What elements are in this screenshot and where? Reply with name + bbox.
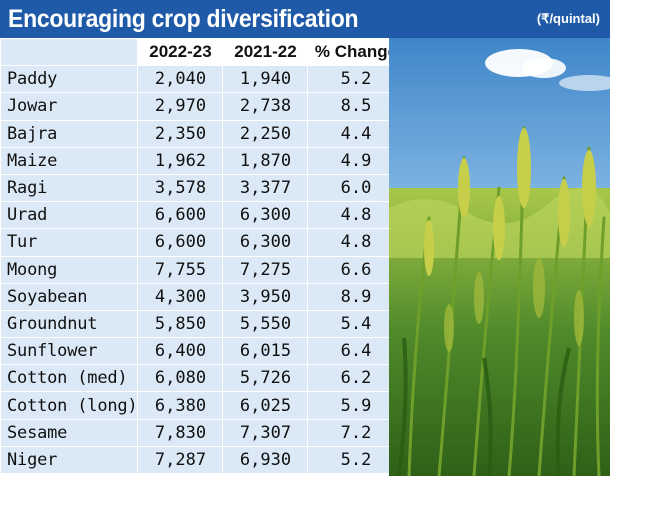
value-2022-23-cell: 1,962: [137, 146, 224, 175]
table-row-bajra: Bajra 2,350 2,250 4.4: [0, 119, 405, 148]
value-2022-23-cell: 4,300: [137, 282, 224, 311]
title-banner: Encouraging crop diversification (₹/quin…: [0, 0, 610, 38]
percent-change-cell: 6.6: [307, 255, 405, 284]
table-row-jowar: Jowar 2,970 2,738 8.5: [0, 92, 405, 121]
value-2021-22-cell: 3,377: [222, 173, 309, 203]
table-row-paddy: Paddy 2,040 1,940 5.2: [0, 65, 405, 94]
crop-price-table: 2022-23 2021-22 % Change Paddy 2,040 1,940…: [0, 37, 405, 475]
crop-name-cell: Moong: [0, 255, 139, 284]
table-row-groundnut: Groundnut 5,850 5,550 5.4: [0, 309, 405, 339]
value-2021-22-cell: 1,940: [222, 65, 309, 94]
percent-change-cell: 4.4: [307, 119, 405, 148]
crop-name-cell: Paddy: [0, 65, 139, 94]
percent-change-cell: 4.9: [307, 146, 405, 175]
percent-change-cell: 8.9: [307, 282, 405, 311]
percent-change-cell: 4.8: [307, 201, 405, 230]
value-2022-23-cell: 2,350: [137, 119, 224, 148]
crop-name-cell: Soyabean: [0, 282, 139, 311]
value-2021-22-cell: 7,275: [222, 255, 309, 284]
table-row-urad: Urad 6,600 6,300 4.8: [0, 201, 405, 230]
value-2022-23-cell: 3,578: [137, 173, 224, 203]
chart-title: Encouraging crop diversification: [8, 5, 359, 33]
percent-change-cell: 5.4: [307, 309, 405, 339]
value-2022-23-cell: 6,400: [137, 337, 224, 366]
value-2021-22-cell: 7,307: [222, 418, 309, 447]
crop-name-cell: Jowar: [0, 92, 139, 121]
table-row-cotton-long: Cotton (long) 6,380 6,025 5.9: [0, 391, 405, 420]
table-row-ragi: Ragi 3,578 3,377 6.0: [0, 173, 405, 203]
crop-name-cell: Maize: [0, 146, 139, 175]
value-2022-23-cell: 2,040: [137, 65, 224, 94]
value-2021-22-cell: 6,300: [222, 228, 309, 257]
crop-name-cell: Sesame: [0, 418, 139, 447]
percent-change-cell: 5.9: [307, 391, 405, 420]
value-2022-23-cell: 6,380: [137, 391, 224, 420]
table-row-moong: Moong 7,755 7,275 6.6: [0, 255, 405, 284]
value-2021-22-cell: 2,738: [222, 92, 309, 121]
crop-name-cell: Ragi: [0, 173, 139, 203]
table-row-cotton-med: Cotton (med) 6,080 5,726 6.2: [0, 364, 405, 393]
table-row-maize: Maize 1,962 1,870 4.9: [0, 146, 405, 175]
value-2021-22-cell: 3,950: [222, 282, 309, 311]
crop-name-cell: Sunflower: [0, 337, 139, 366]
column-header-2021-22: 2021-22: [222, 37, 309, 67]
value-2021-22-cell: 6,300: [222, 201, 309, 230]
table-row-sesame: Sesame 7,830 7,307 7.2: [0, 418, 405, 447]
crop-name-cell: Bajra: [0, 119, 139, 148]
value-2022-23-cell: 6,600: [137, 228, 224, 257]
value-2022-23-cell: 7,830: [137, 418, 224, 447]
percent-change-cell: 4.8: [307, 228, 405, 257]
unit-label: (₹/quintal): [536, 11, 600, 26]
table-header-row: 2022-23 2021-22 % Change: [0, 37, 405, 67]
value-2021-22-cell: 6,015: [222, 337, 309, 366]
crop-name-cell: Tur: [0, 228, 139, 257]
column-header-crop: [0, 37, 139, 67]
crop-name-cell: Cotton (med): [0, 364, 139, 393]
value-2022-23-cell: 6,600: [137, 201, 224, 230]
table-row-sunflower: Sunflower 6,400 6,015 6.4: [0, 337, 405, 366]
crop-name-cell: Groundnut: [0, 309, 139, 339]
percent-change-cell: 7.2: [307, 418, 405, 447]
value-2021-22-cell: 2,250: [222, 119, 309, 148]
value-2021-22-cell: 5,550: [222, 309, 309, 339]
value-2022-23-cell: 7,755: [137, 255, 224, 284]
table-row-soyabean: Soyabean 4,300 3,950 8.9: [0, 282, 405, 311]
rice-paddy-photo: [389, 38, 610, 476]
column-header-percent-change: % Change: [307, 37, 405, 67]
table-row-niger: Niger 7,287 6,930 5.2: [0, 445, 405, 475]
crop-name-cell: Cotton (long): [0, 391, 139, 420]
crop-name-cell: Niger: [0, 445, 139, 475]
percent-change-cell: 6.0: [307, 173, 405, 203]
value-2022-23-cell: 2,970: [137, 92, 224, 121]
value-2022-23-cell: 6,080: [137, 364, 224, 393]
column-header-2022-23: 2022-23: [137, 37, 224, 67]
value-2021-22-cell: 5,726: [222, 364, 309, 393]
crop-name-cell: Urad: [0, 201, 139, 230]
value-2022-23-cell: 5,850: [137, 309, 224, 339]
value-2021-22-cell: 6,930: [222, 445, 309, 475]
table-row-tur: Tur 6,600 6,300 4.8: [0, 228, 405, 257]
value-2021-22-cell: 6,025: [222, 391, 309, 420]
value-2021-22-cell: 1,870: [222, 146, 309, 175]
value-2022-23-cell: 7,287: [137, 445, 224, 475]
